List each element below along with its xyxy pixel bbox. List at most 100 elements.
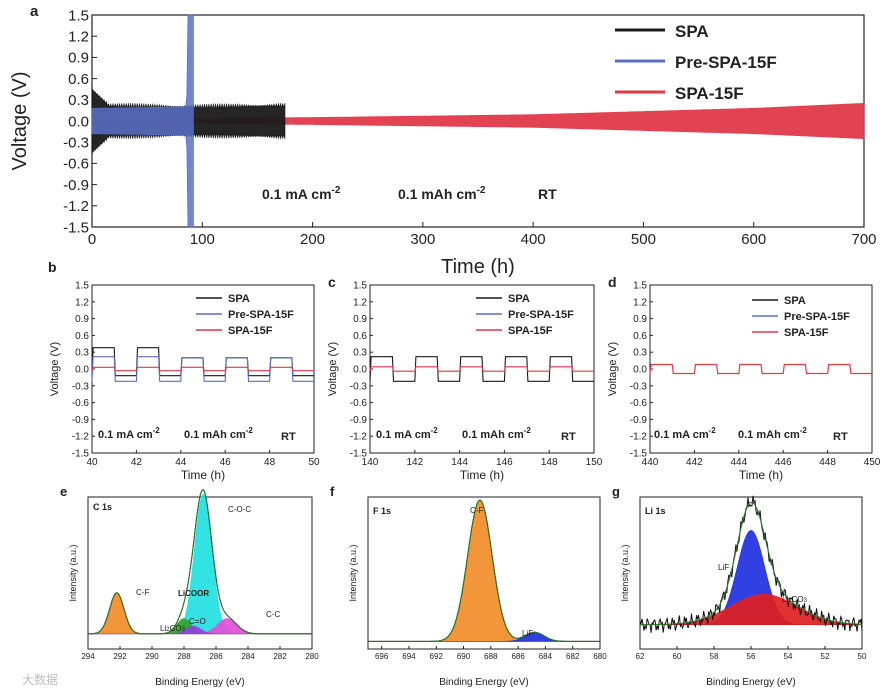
legend-label-b-pre: Pre-SPA-15F [228,309,294,321]
x-tick-label: 688 [484,652,498,661]
peak-label-e-li2co3: Li2CO3 [160,624,186,633]
x-tick-label: 686 [511,652,525,661]
y-tick-label: -0.3 [630,381,648,392]
series-c-spa-15f [369,366,594,372]
x-tick-label: 600 [741,231,766,248]
axis-ticks-a: 0 100 200 300 400 500 600 700 1.5 1.2 0.9 0.6 0.3 0.0… [63,7,876,248]
y-tick-label: -1.2 [63,198,89,215]
peak-label-f-lif: LiF [522,629,533,638]
series-group-b [91,347,314,382]
axis-ticks-e: 294 292 290 288 286 284 282 280 [81,646,319,661]
y-axis-label-c: Voltage (V) [327,342,339,396]
x-tick-label: 146 [496,457,513,468]
y-tick-label: 0.6 [633,331,647,342]
panel-label-f: f [330,484,335,499]
x-tick-label: 696 [375,652,389,661]
y-tick-label: -0.9 [350,415,368,426]
legend-label-c-pre: Pre-SPA-15F [508,309,574,321]
y-tick-label: 0.0 [75,365,89,376]
y-tick-label: 0.0 [353,365,367,376]
legend-label-c-spa15f: SPA-15F [508,325,553,337]
spectrum-title-e: C 1s [93,502,112,512]
fit-envelope-g [639,501,863,626]
raw-spectrum-g [639,495,863,633]
panel-label-e: e [60,484,67,499]
y-tick-label: -0.3 [72,381,90,392]
panel-f: f F 1s 696 694 692 690 688 686 684 682 680 Bindi… [330,484,607,688]
series-group-d [649,363,872,375]
y-tick-label: 0.6 [75,331,89,342]
legend-label-d-spa15f: SPA-15F [784,327,829,339]
series-group-c [369,356,594,382]
x-tick-label: 288 [177,652,191,661]
axis-ticks-f: 696 694 692 690 688 686 684 682 680 [375,646,607,661]
annotation-current-a: 0.1 mA cm-2 [262,185,341,202]
y-tick-label: 1.2 [68,28,89,45]
y-tick-label: 0.6 [68,71,89,88]
panel-label-b: b [48,259,57,275]
x-tick-label: 300 [410,231,435,248]
panel-label-g: g [612,484,620,499]
y-tick-label: -0.9 [72,415,90,426]
peak-label-e-licoor: LiCOOR [178,589,209,598]
x-tick-label: 144 [451,457,468,468]
peak-label-f-cf: C-F [470,506,483,515]
y-tick-label: -1.2 [350,432,368,443]
x-tick-label: 140 [362,457,379,468]
y-tick-label: 0.9 [353,314,367,325]
x-tick-label: 680 [593,652,607,661]
x-tick-label: 500 [631,231,656,248]
fit-envelope-e [88,489,312,635]
x-tick-label: 682 [566,652,580,661]
series-group-e [88,489,312,635]
x-tick-label: 50 [858,652,867,661]
legend-c: SPA Pre-SPA-15F SPA-15F [476,293,574,337]
legend-a: SPA Pre-SPA-15F SPA-15F [615,22,777,103]
x-tick-label: 440 [642,457,659,468]
y-tick-label: -1.2 [72,432,90,443]
y-tick-label: -0.6 [72,398,90,409]
y-tick-label: -1.5 [63,219,89,236]
legend-label-b-spa15f: SPA-15F [228,325,273,337]
axis-ticks-b: 40 42 44 46 48 50 1.5 1.2 0.9 0.6 0.3 0.0 -0.3 -0.6 -0… [72,281,320,469]
x-axis-label-b: Time (h) [181,468,225,482]
x-tick-label: 400 [521,231,546,248]
legend-label-spa: SPA [675,22,709,41]
annotation-temp-a: RT [538,186,557,202]
series-b-pre-spa-15f [91,356,314,382]
peak-label-e-cc: C-C [266,610,280,619]
y-axis-label-f: Intensity (a.u.) [348,544,358,601]
legend-label-c-spa: SPA [508,293,530,305]
x-tick-label: 684 [539,652,553,661]
series-pre-spa-15f [91,14,194,228]
y-tick-label: 0.0 [633,365,647,376]
y-tick-label: 0.9 [633,314,647,325]
peak-label-e-co: C=O [189,617,206,626]
y-tick-label: -0.6 [630,398,648,409]
annotation-temp-b: RT [281,431,296,443]
y-tick-label: 1.2 [353,297,367,308]
panel-d: d 440 442 444 446 448 450 1.5 1.2 0.9 0.6 0.3 0.0 -0… [607,274,881,482]
x-tick-label: 446 [775,457,792,468]
annotation-temp-c: RT [561,431,576,443]
peak-label-e-coc: C-O-C [228,505,251,514]
annotation-current-d: 0.1 mA cm-2 [654,426,716,441]
spectrum-title-g: Li 1s [645,506,666,516]
x-tick-label: 150 [586,457,603,468]
annotation-current-b: 0.1 mA cm-2 [98,426,160,441]
x-tick-label: 200 [300,231,325,248]
legend-label-spa-15f: SPA-15F [675,84,744,103]
x-tick-label: 444 [730,457,747,468]
annotation-current-c: 0.1 mA cm-2 [376,426,438,441]
series-group-a [91,14,865,228]
x-tick-label: 694 [402,652,416,661]
x-tick-label: 60 [673,652,682,661]
y-tick-label: -0.6 [350,398,368,409]
axis-ticks-c: 140 142 144 146 148 150 1.5 1.2 0.9 0.6 0.3 0.0 -0.3… [350,281,603,469]
x-axis-label-a: Time (h) [441,256,515,278]
x-tick-label: 148 [541,457,558,468]
x-tick-label: 44 [175,457,187,468]
series-group-g [639,495,863,633]
panel-b: b 40 42 44 46 48 50 1.5 1.2 0.9 0.6 0.3 0.0 -0.3 -0.6… [48,259,320,482]
